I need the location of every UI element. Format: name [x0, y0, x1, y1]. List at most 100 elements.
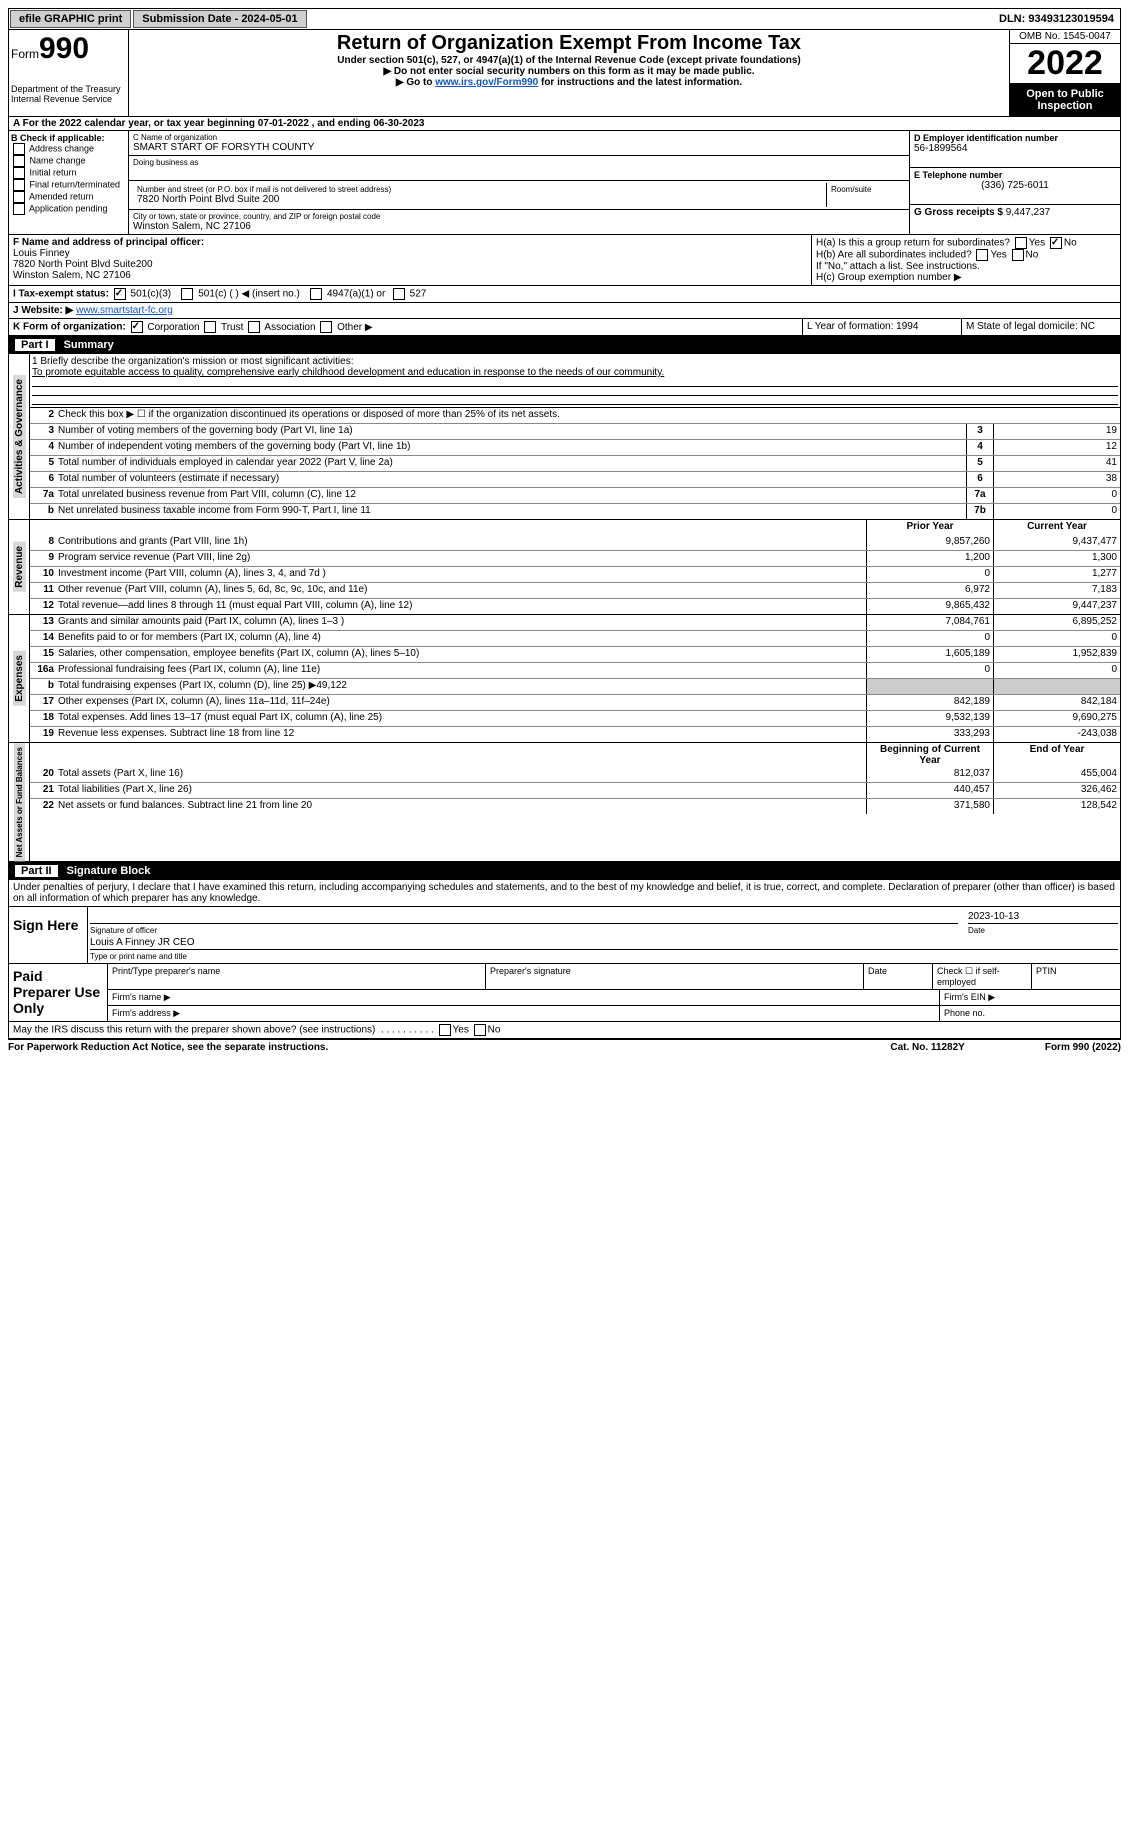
exp-line: 16aProfessional fundraising fees (Part I… — [30, 662, 1120, 678]
mission-text: To promote equitable access to quality, … — [32, 367, 1118, 378]
d-label: D Employer identification number — [914, 133, 1116, 143]
gov-line: 4Number of independent voting members of… — [30, 439, 1120, 455]
sign-here: Sign Here — [9, 907, 88, 963]
b-opt-check[interactable] — [13, 179, 25, 191]
top-bar: efile GRAPHIC print Submission Date - 20… — [8, 8, 1121, 30]
l-year: L Year of formation: 1994 — [803, 319, 962, 335]
hb-note: If "No," attach a list. See instructions… — [816, 261, 1116, 272]
section-expenses: Expenses 13Grants and similar amounts pa… — [8, 615, 1121, 743]
room-label: Room/suite — [831, 185, 901, 194]
form-header: Form990 Department of the Treasury Inter… — [8, 30, 1121, 117]
irs: Internal Revenue Service — [11, 94, 126, 104]
officer-addr1: 7820 North Point Blvd Suite200 — [13, 259, 153, 270]
gov-line: bNet unrelated business taxable income f… — [30, 503, 1120, 519]
na-line: 20Total assets (Part X, line 16)812,0374… — [30, 767, 1120, 782]
b-opt-check[interactable] — [13, 143, 25, 155]
section-governance: Activities & Governance 1 Briefly descri… — [8, 354, 1121, 520]
date-label: Date — [968, 926, 1118, 935]
b-opt-check[interactable] — [13, 155, 25, 167]
b-opt-check[interactable] — [13, 203, 25, 215]
paid-preparer: Paid Preparer Use Only — [9, 964, 108, 1021]
form-word: Form — [11, 47, 39, 61]
b-option: Amended return — [11, 191, 126, 203]
ha-yes[interactable] — [1015, 237, 1027, 249]
k-label: K Form of organization: — [13, 322, 126, 333]
prep-name: Print/Type preparer's name — [108, 964, 486, 989]
firm-addr: Firm's address ▶ — [108, 1006, 940, 1021]
i-501c[interactable] — [181, 288, 193, 300]
k-opt-check[interactable] — [204, 321, 216, 333]
instr-pre: ▶ Go to — [396, 77, 435, 88]
py-head: Prior Year — [866, 520, 993, 535]
row-a: A For the 2022 calendar year, or tax yea… — [8, 117, 1121, 131]
officer-addr2: Winston Salem, NC 27106 — [13, 270, 131, 281]
firm-ein: Firm's EIN ▶ — [940, 990, 1120, 1005]
i-501c3[interactable] — [114, 288, 126, 300]
b-option: Application pending — [11, 203, 126, 215]
k-opt-check[interactable] — [320, 321, 332, 333]
c-label: C Name of organization — [133, 133, 905, 142]
form-subtitle: Under section 501(c), 527, or 4947(a)(1)… — [131, 55, 1007, 66]
row-klm: K Form of organization: Corporation Trus… — [8, 319, 1121, 336]
row-i: I Tax-exempt status: 501(c)(3) 501(c) ( … — [8, 286, 1121, 303]
instr-ssn: ▶ Do not enter social security numbers o… — [131, 66, 1007, 77]
form-number: 990 — [39, 32, 89, 65]
i-527[interactable] — [393, 288, 405, 300]
instr-link-row: ▶ Go to www.irs.gov/Form990 for instruct… — [131, 77, 1007, 88]
i-4947[interactable] — [310, 288, 322, 300]
signature-block: Under penalties of perjury, I declare th… — [8, 880, 1121, 1039]
b-opt-check[interactable] — [13, 167, 25, 179]
b-option: Name change — [11, 155, 126, 167]
submission-btn[interactable]: Submission Date - 2024-05-01 — [133, 10, 306, 28]
gov-line: 5Total number of individuals employed in… — [30, 455, 1120, 471]
discuss-no[interactable] — [474, 1024, 486, 1036]
vlabel-expenses: Expenses — [13, 651, 26, 706]
part1-num: Part I — [15, 339, 55, 351]
gov-line: 2Check this box ▶ ☐ if the organization … — [30, 408, 1120, 423]
hb-yes[interactable] — [976, 249, 988, 261]
ha-no[interactable] — [1050, 237, 1062, 249]
b-option: Final return/terminated — [11, 179, 126, 191]
hb-no[interactable] — [1012, 249, 1024, 261]
gov-line: 6Total number of volunteers (estimate if… — [30, 471, 1120, 487]
j-label: J Website: ▶ — [13, 305, 73, 316]
k-opt-check[interactable] — [131, 321, 143, 333]
part2-header: Part II Signature Block — [8, 862, 1121, 880]
rev-line: 10Investment income (Part VIII, column (… — [30, 566, 1120, 582]
prep-sig: Preparer's signature — [486, 964, 864, 989]
part2-num: Part II — [15, 865, 58, 877]
hb-label: H(b) Are all subordinates included? — [816, 250, 972, 261]
discuss-yes[interactable] — [439, 1024, 451, 1036]
footer-left: For Paperwork Reduction Act Notice, see … — [8, 1042, 890, 1053]
footer-mid: Cat. No. 11282Y — [890, 1042, 964, 1053]
exp-line: 14Benefits paid to or for members (Part … — [30, 630, 1120, 646]
exp-line: 13Grants and similar amounts paid (Part … — [30, 615, 1120, 630]
yes-label: Yes — [453, 1025, 469, 1036]
website-link[interactable]: www.smartstart-fc.org — [76, 305, 173, 316]
rev-line: 11Other revenue (Part VIII, column (A), … — [30, 582, 1120, 598]
vlabel-netassets: Net Assets or Fund Balances — [14, 743, 25, 861]
irs-link[interactable]: www.irs.gov/Form990 — [435, 77, 538, 88]
ein: 56-1899564 — [914, 143, 1116, 154]
city: Winston Salem, NC 27106 — [133, 221, 905, 232]
dba-label: Doing business as — [133, 158, 905, 167]
officer-name: Louis Finney — [13, 248, 70, 259]
org-name: SMART START OF FORSYTH COUNTY — [133, 142, 905, 153]
efile-btn[interactable]: efile GRAPHIC print — [10, 10, 131, 28]
e-label: E Telephone number — [914, 170, 1116, 180]
instr-post: for instructions and the latest informat… — [538, 77, 742, 88]
firm-name: Firm's name ▶ — [108, 990, 940, 1005]
penalty-text: Under penalties of perjury, I declare th… — [9, 880, 1120, 906]
k-opt-check[interactable] — [248, 321, 260, 333]
b-label: B Check if applicable: — [11, 133, 126, 143]
b-opt-check[interactable] — [13, 191, 25, 203]
b-option: Initial return — [11, 167, 126, 179]
exp-line: 17Other expenses (Part IX, column (A), l… — [30, 694, 1120, 710]
exp-line: bTotal fundraising expenses (Part IX, co… — [30, 678, 1120, 694]
i-o4: 527 — [410, 289, 427, 300]
section-fgh: F Name and address of principal officer:… — [8, 235, 1121, 286]
sig-officer-label: Signature of officer — [90, 926, 958, 935]
tax-year: 2022 — [1010, 44, 1120, 84]
firm-phone: Phone no. — [940, 1006, 1120, 1021]
cy-head: Current Year — [993, 520, 1120, 535]
